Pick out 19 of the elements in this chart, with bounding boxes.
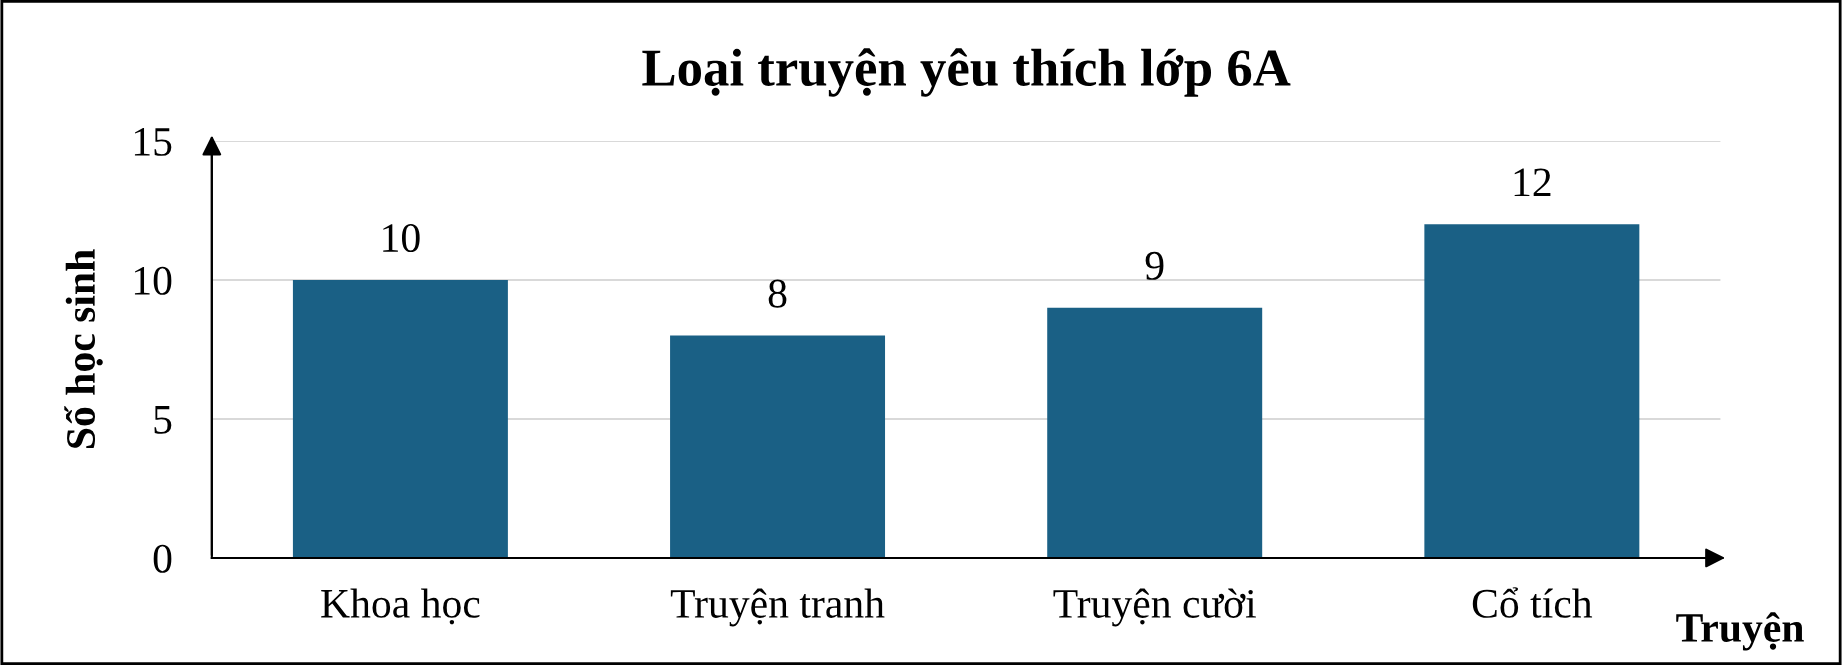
y-tick-label: 15 (134, 127, 172, 156)
x-tick-label: Khoa học (321, 588, 480, 625)
bar (1424, 224, 1640, 558)
bar (670, 335, 886, 558)
x-tick-label: Truyện tranh (670, 588, 885, 627)
y-axis-title: Số học sinh (64, 249, 103, 448)
x-tick-label: Truyện cười (1053, 588, 1256, 627)
x-tick-label: Cổ tích (1472, 587, 1593, 618)
y-tick-label: 0 (153, 544, 172, 573)
data-label: 9 (1145, 251, 1164, 280)
y-tick-label: 10 (134, 266, 172, 295)
bar (1047, 307, 1263, 558)
y-tick-label: 5 (154, 406, 172, 434)
data-label: 10 (383, 223, 420, 253)
data-label: 12 (1514, 168, 1551, 197)
chart-title: Loại truyện yêu thích lớp 6A (642, 48, 1291, 97)
data-label: 8 (768, 279, 787, 308)
x-axis-title: Truyện (1676, 612, 1804, 651)
bar (292, 279, 508, 558)
